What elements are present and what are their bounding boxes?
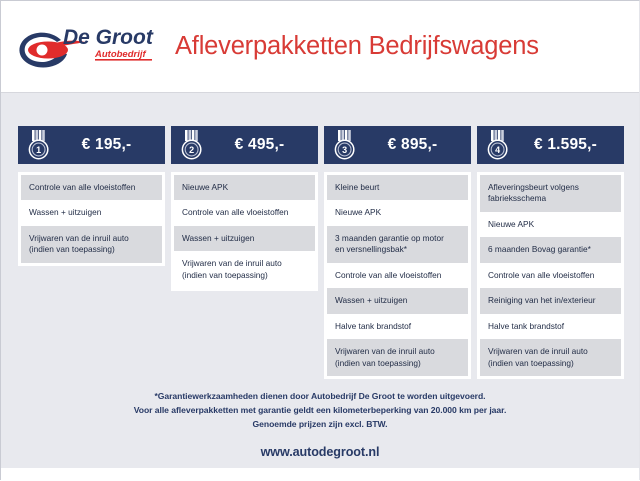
- medal-icon-graphic: 1: [28, 130, 49, 160]
- footer-line: Voor alle afleverpakketten met garantie …: [133, 404, 507, 415]
- page-title: Afleverpakketten Bedrijfswagens: [175, 32, 539, 61]
- feature-item: Nieuwe APK: [480, 211, 621, 238]
- footer: *Garantiewerkzaamheden dienen door Autob…: [1, 390, 639, 461]
- medal-icon: 1: [26, 129, 52, 161]
- bottom-margin: [1, 468, 639, 481]
- medal-icon: 4: [485, 129, 511, 161]
- logo-wordmark-degroot: De Groot: [63, 26, 154, 49]
- feature-item: Controle van alle vloeistoffen: [174, 200, 315, 226]
- svg-text:2: 2: [189, 145, 194, 155]
- feature-item: Vrijwaren van de inruil auto (indien van…: [21, 225, 162, 263]
- logo-inner-dot: [36, 44, 48, 55]
- logo-wordmark-autobedrijf: Autobedrijf: [94, 49, 146, 60]
- package-columns: 1 € 195,- Controle van alle vloeistoffen W…: [18, 126, 624, 379]
- feature-item: Halve tank brandstof: [327, 313, 468, 340]
- price-label: € 1.595,-: [534, 136, 597, 153]
- degroot-logo-graphic: De Groot Autobedrijf: [15, 20, 155, 74]
- page-header: De Groot Autobedrijf Afleverpakketten Be…: [1, 1, 639, 92]
- footer-line: *Garantiewerkzaamheden dienen door Autob…: [154, 391, 486, 401]
- footer-line: Genoemde prijzen zijn excl. BTW.: [252, 418, 388, 429]
- feature-card: Controle van alle vloeistoffen Wassen + u…: [18, 172, 165, 266]
- feature-item: Vrijwaren van de inruil auto (indien van…: [174, 251, 315, 289]
- feature-card: Nieuwe APK Controle van alle vloeistoffen…: [171, 172, 318, 292]
- feature-item: Wassen + uitzuigen: [21, 200, 162, 226]
- feature-item: Halve tank brandstof: [480, 313, 621, 340]
- package-column: 3 € 895,- Kleine beurt Nieuwe APK 3 maanden…: [324, 126, 471, 379]
- price-label: € 895,-: [387, 136, 438, 153]
- feature-item: Wassen + uitzuigen: [327, 288, 468, 314]
- feature-item: Nieuwe APK: [327, 200, 468, 226]
- svg-text:4: 4: [495, 145, 500, 155]
- price-label: € 495,-: [234, 136, 285, 153]
- medal-icon-graphic: 2: [181, 130, 202, 160]
- package-column: 4 € 1.595,- Afleveringsbeurt volgens fabr…: [477, 126, 624, 379]
- logo-underline: [95, 58, 152, 61]
- logo-swoosh: [19, 32, 68, 68]
- price-banner[interactable]: 1 € 195,-: [18, 126, 165, 164]
- feature-item: Afleveringsbeurt volgens fabrieksschema: [480, 175, 621, 212]
- feature-item: Vrijwaren van de inruil auto (indien van…: [480, 339, 621, 376]
- svg-text:3: 3: [342, 145, 347, 155]
- feature-item: Controle van alle vloeistoffen: [327, 262, 468, 289]
- svg-text:1: 1: [36, 145, 41, 155]
- price-banner[interactable]: 4 € 1.595,-: [477, 126, 624, 164]
- feature-card: Afleveringsbeurt volgens fabrieksschema N…: [477, 172, 624, 379]
- price-banner[interactable]: 3 € 895,-: [324, 126, 471, 164]
- medal-icon-graphic: 4: [487, 130, 508, 160]
- brand-logo[interactable]: De Groot Autobedrijf: [1, 1, 169, 92]
- feature-item: Kleine beurt: [327, 175, 468, 201]
- logo-svg: De Groot Autobedrijf: [19, 26, 154, 68]
- medal-icon-graphic: 3: [334, 130, 355, 160]
- feature-card: Kleine beurt Nieuwe APK 3 maanden garantie…: [324, 172, 471, 379]
- feature-item: Nieuwe APK: [174, 175, 315, 201]
- feature-item: Vrijwaren van de inruil auto (indien van…: [327, 339, 468, 376]
- website-link[interactable]: www.autodegroot.nl: [260, 444, 380, 459]
- feature-item: Controle van alle vloeistoffen: [21, 175, 162, 201]
- content-area: 1 € 195,- Controle van alle vloeistoffen W…: [1, 92, 639, 468]
- logo-red-tail: [55, 40, 85, 47]
- price-banner[interactable]: 2 € 495,-: [171, 126, 318, 164]
- feature-item: 6 maanden Bovag garantie*: [480, 237, 621, 263]
- package-column: 2 € 495,- Nieuwe APK Controle van alle vlo…: [171, 126, 318, 292]
- feature-item: Reiniging van het in/exterieur: [480, 288, 621, 314]
- package-column: 1 € 195,- Controle van alle vloeistoffen W…: [18, 126, 165, 266]
- medal-icon: 2: [179, 129, 205, 161]
- feature-item: Wassen + uitzuigen: [174, 225, 315, 252]
- feature-item: 3 maanden garantie op motor en versnelli…: [327, 225, 468, 263]
- footer-disclaimer: *Garantiewerkzaamheden dienen door Autob…: [1, 390, 639, 432]
- medal-icon: 3: [332, 129, 358, 161]
- feature-item: Controle van alle vloeistoffen: [480, 262, 621, 289]
- price-label: € 195,-: [81, 136, 132, 153]
